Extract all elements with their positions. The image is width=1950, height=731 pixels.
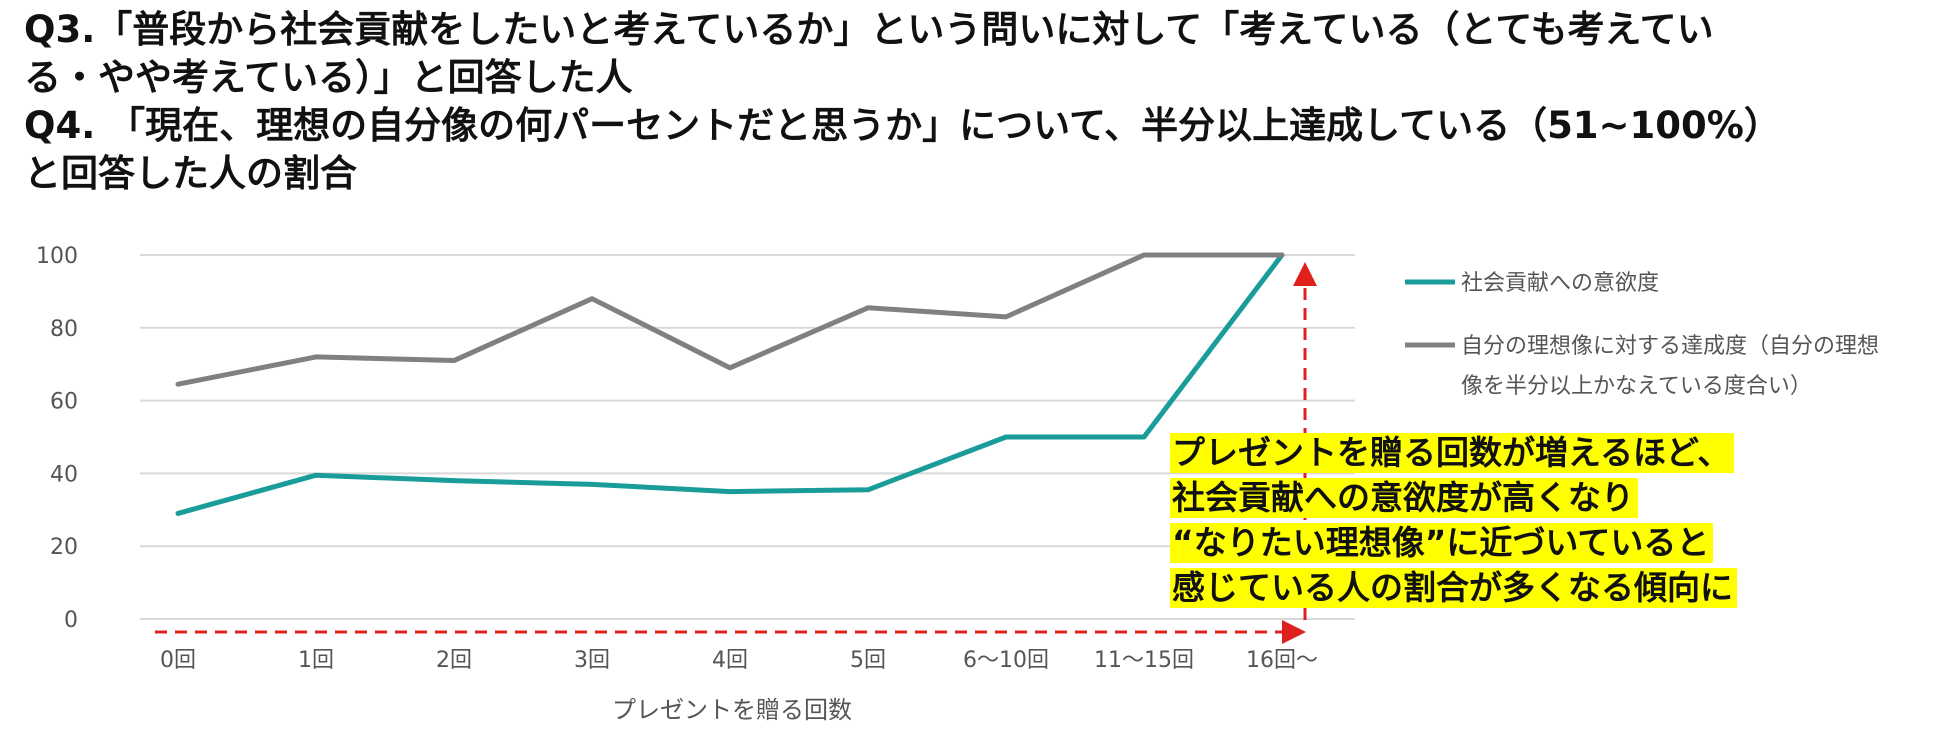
y-axis-ticks: 0 20 40 60 80 100 — [36, 244, 78, 633]
x-tick-label: 0回 — [160, 648, 196, 673]
x-tick-label: 1回 — [298, 648, 334, 673]
legend: 社会貢献への意欲度自分の理想像に対する達成度（自分の理想像を半分以上かなえている… — [1405, 271, 1879, 399]
x-tick-label: 3回 — [574, 648, 610, 673]
y-tick-label: 40 — [50, 462, 78, 487]
y-tick-label: 20 — [50, 535, 78, 560]
trend-arrows — [155, 262, 1317, 644]
annotation-line: 感じている人の割合が多くなる傾向に — [1170, 568, 1737, 608]
y-tick-label: 60 — [50, 390, 78, 415]
y-tick-label: 0 — [64, 608, 78, 633]
chart-title: Q3.「普段から社会貢献をしたいと考えているか」という問いに対して「考えている（… — [24, 6, 1924, 198]
title-line: Q3.「普段から社会貢献をしたいと考えているか」という問いに対して「考えている（… — [24, 8, 1714, 51]
x-tick-label: 6〜10回 — [963, 648, 1049, 673]
legend-label: 自分の理想像に対する達成度（自分の理想 — [1461, 334, 1879, 359]
x-tick-label: 2回 — [436, 648, 472, 673]
y-tick-label: 80 — [50, 317, 78, 342]
legend-label: 社会貢献への意欲度 — [1461, 271, 1659, 296]
legend-label: 像を半分以上かなえている度合い） — [1461, 374, 1812, 399]
x-tick-label: 5回 — [850, 648, 886, 673]
x-axis-ticks: 0回 1回 2回 3回 4回 5回 6〜10回 11〜15回 16回〜 — [160, 648, 1318, 673]
x-tick-label: 11〜15回 — [1094, 648, 1194, 673]
y-tick-label: 100 — [36, 244, 78, 269]
series-line — [175, 252, 1285, 387]
x-tick-label: 16回〜 — [1246, 648, 1318, 673]
x-tick-label: 4回 — [712, 648, 748, 673]
annotation-line: “なりたい理想像”に近づいていると — [1170, 523, 1714, 563]
annotation-line: 社会貢献への意欲度が高くなり — [1170, 478, 1638, 518]
title-line: と回答した人の割合 — [24, 152, 357, 195]
series-line — [175, 252, 1285, 516]
series-lines — [175, 252, 1285, 516]
title-line: る・やや考えている）」と回答した人 — [24, 56, 633, 99]
x-axis-label: プレゼントを贈る回数 — [612, 696, 852, 724]
title-line: Q4. 「現在、理想の自分像の何パーセントだと思うか」について、半分以上達成して… — [24, 104, 1781, 147]
annotation-callout: プレゼントを贈る回数が増えるほど、 社会貢献への意欲度が高くなり “なりたい理想… — [1170, 430, 1737, 610]
gridlines — [140, 254, 1355, 620]
annotation-line: プレゼントを贈る回数が増えるほど、 — [1170, 433, 1735, 473]
